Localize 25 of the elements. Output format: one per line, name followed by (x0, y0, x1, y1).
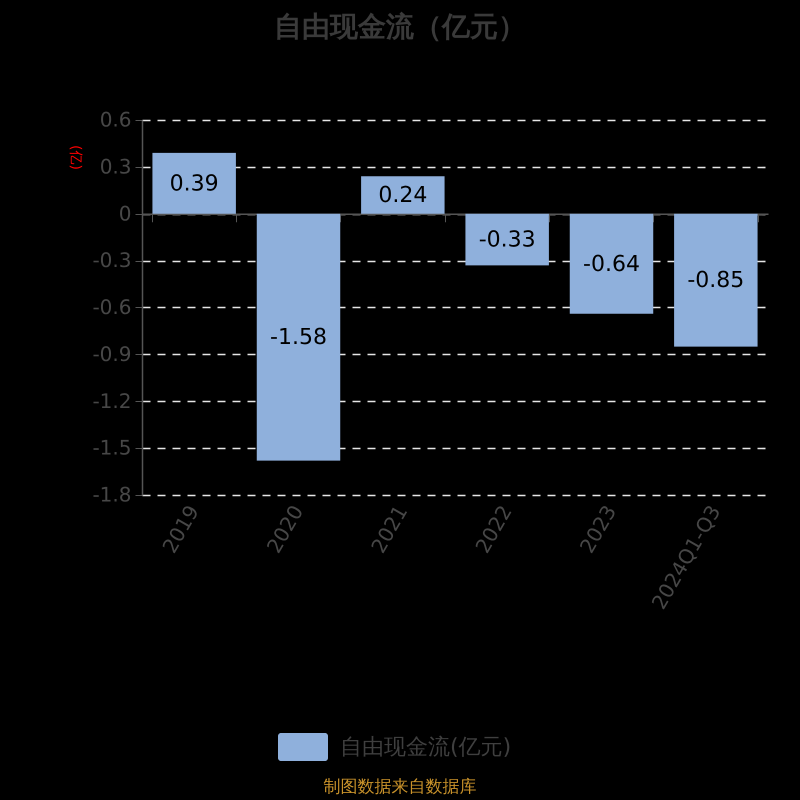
bar (570, 214, 654, 314)
y-tick-label: 0.6 (100, 108, 132, 132)
data-label: -0.64 (583, 252, 640, 277)
bar (361, 176, 445, 214)
y-tick-label: 0 (118, 201, 132, 226)
bar (152, 152, 236, 214)
data-label: 0.24 (378, 183, 428, 208)
legend-label: 自由现金流(亿元) (340, 735, 512, 760)
chart-title: 自由现金流（亿元） (274, 10, 526, 43)
y-tick-label: -0.3 (92, 248, 132, 272)
data-label: -1.58 (270, 325, 327, 350)
data-label: -0.33 (478, 228, 536, 253)
bar (465, 214, 549, 266)
y-tick-label: -1.8 (92, 482, 132, 506)
y-tick-label: -1.5 (92, 436, 132, 460)
data-label: -0.85 (687, 268, 744, 294)
y-tick-label: -1.2 (92, 388, 132, 413)
y-axis-title: (亿) (68, 145, 84, 170)
bar (256, 214, 340, 461)
y-tick-label: 0.3 (100, 154, 132, 178)
y-tick-label: -0.6 (92, 295, 132, 319)
text: 制图数据来自数据库 (322, 777, 478, 797)
bar (674, 214, 758, 347)
y-tick-label: -0.9 (92, 342, 132, 366)
data-label: 0.39 (170, 171, 219, 196)
